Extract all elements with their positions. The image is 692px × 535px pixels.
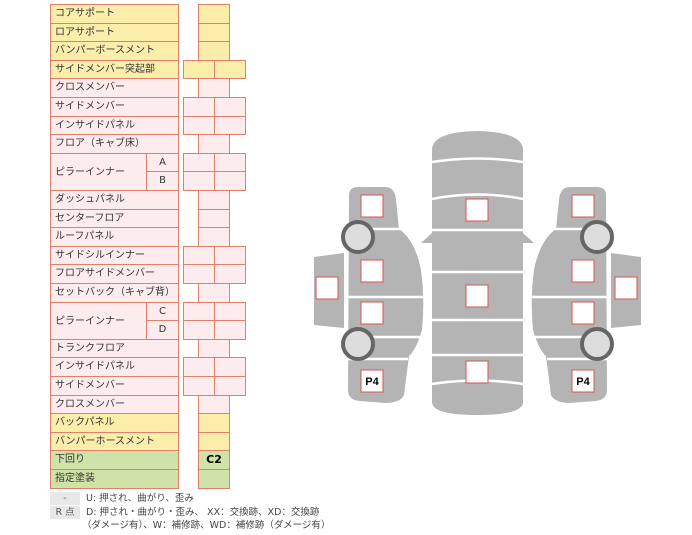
row-label: ピラーインナー — [50, 301, 147, 340]
damage-box[interactable] — [614, 276, 638, 300]
mark-cell-right[interactable] — [214, 59, 246, 80]
damage-boxes[interactable] — [315, 194, 638, 393]
row-label: ピラーインナー — [50, 152, 147, 191]
mark-cell-right[interactable] — [214, 171, 246, 191]
mark-cell[interactable] — [198, 469, 230, 489]
wheel-icon — [341, 327, 375, 361]
damage-box[interactable] — [360, 301, 384, 325]
damage-box[interactable] — [465, 360, 489, 384]
legend-text: U: 押され、曲がり、歪み — [86, 493, 194, 504]
damage-box[interactable] — [360, 369, 384, 393]
mark-cell-right[interactable] — [214, 320, 246, 340]
damage-box[interactable] — [571, 369, 595, 393]
row-label: 指定塗装 — [50, 469, 179, 489]
damage-box[interactable] — [465, 284, 489, 308]
mark-cell[interactable]: C2 — [198, 450, 230, 470]
damage-box[interactable] — [571, 259, 595, 283]
legend-text: D: 押され・曲がり・歪み、 XX：交換跡、XD：交換跡 — [86, 507, 320, 518]
mark-cell-right[interactable] — [214, 264, 246, 284]
mark-cell-right[interactable] — [214, 115, 246, 136]
mark-cell-right[interactable] — [214, 376, 246, 396]
damage-box[interactable] — [315, 276, 339, 300]
legend-key: - — [50, 492, 80, 505]
wheel-icon — [580, 327, 614, 361]
damage-box[interactable] — [571, 194, 595, 218]
damage-box[interactable] — [571, 301, 595, 325]
left-rear-mark: P4 — [365, 376, 379, 388]
wheel-icon — [580, 220, 614, 254]
damage-box[interactable] — [465, 198, 489, 222]
damage-box[interactable] — [360, 259, 384, 283]
wheel-icon — [341, 220, 375, 254]
wheels — [341, 220, 614, 361]
right-rear-mark: P4 — [576, 376, 590, 388]
legend-key: R 点 — [50, 506, 80, 519]
damage-box[interactable] — [360, 194, 384, 218]
legend-text: （ダメージ有）、W：補修跡、WD：補修跡（ダメージ有） — [82, 520, 331, 531]
